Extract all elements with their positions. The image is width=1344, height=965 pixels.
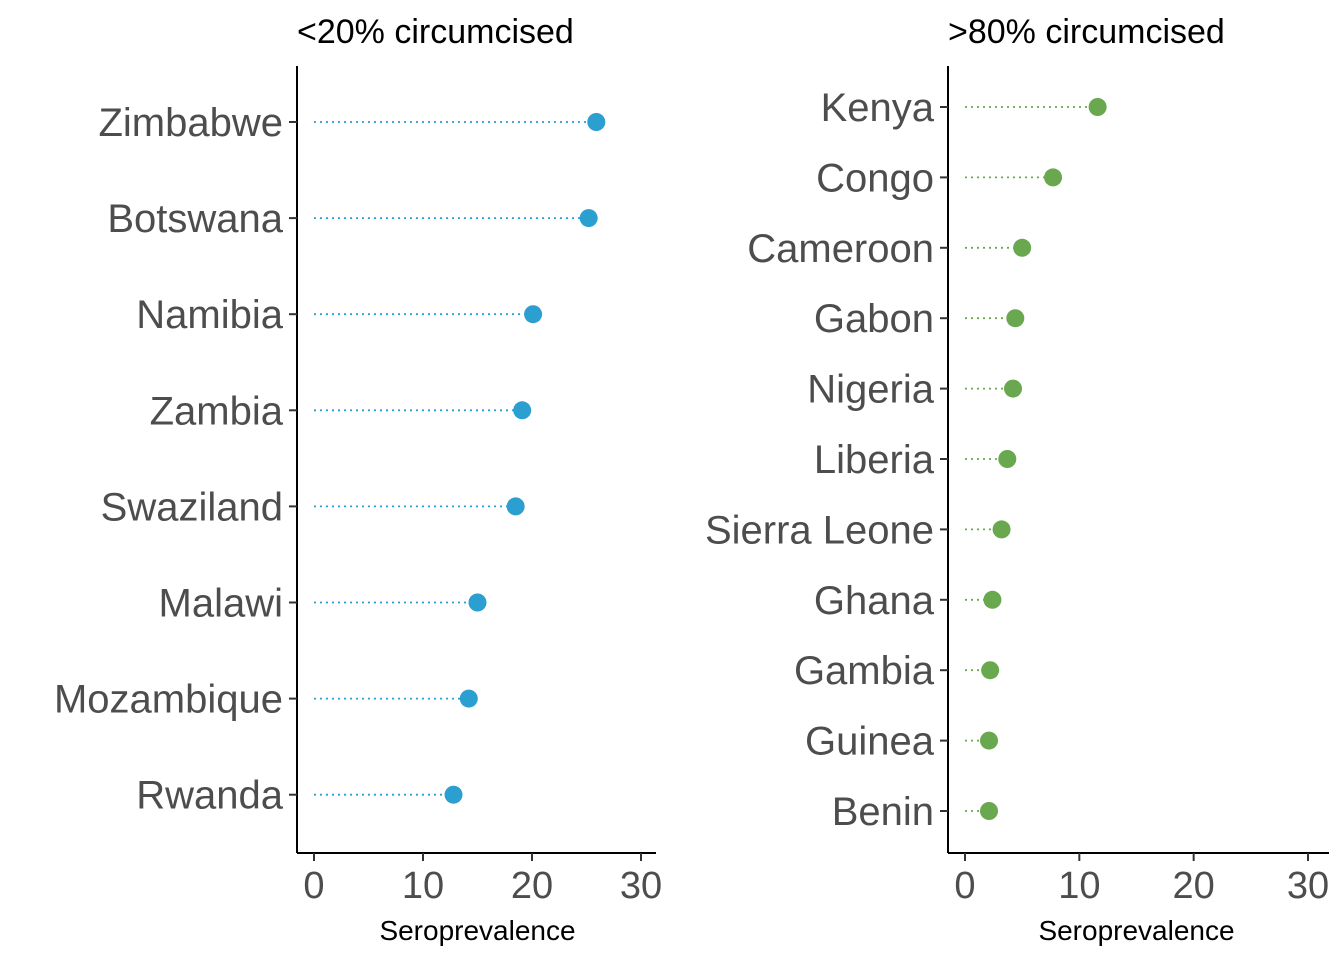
data-point — [998, 450, 1017, 468]
x-tick-label: 20 — [1173, 865, 1215, 907]
chart-title: <20% circumcised — [297, 13, 574, 51]
category-label: Malawi — [159, 582, 283, 626]
x-tick-label: 0 — [303, 865, 324, 907]
x-tick-label: 10 — [1058, 865, 1100, 907]
data-point — [524, 305, 543, 324]
data-point — [513, 401, 532, 420]
data-point — [459, 689, 478, 708]
category-label: Nigeria — [807, 368, 934, 412]
chart-panel-2: >80% circumcised 0 10 20 30 Seroprevalence Ken… — [705, 13, 1329, 946]
category-label: Zambia — [150, 389, 284, 433]
category-label: Gambia — [794, 649, 935, 693]
category-label: Namibia — [136, 293, 283, 337]
data-point — [1006, 309, 1025, 328]
category-label: Ghana — [814, 579, 935, 623]
chart-title: >80% circumcised — [948, 13, 1225, 51]
x-axis-title: Seroprevalence — [1038, 915, 1234, 946]
data-point — [1088, 98, 1107, 116]
data-point — [980, 802, 999, 820]
data-point — [1044, 168, 1063, 187]
x-tick-label: 30 — [1287, 865, 1329, 907]
category-label: Sierra Leone — [705, 508, 934, 552]
category-label: Liberia — [814, 438, 935, 482]
category-label: Kenya — [821, 86, 935, 130]
category-label: Benin — [832, 790, 934, 834]
x-tick-label: 0 — [954, 865, 975, 907]
data-point — [579, 209, 598, 228]
data-point — [1013, 238, 1032, 257]
data-point — [506, 497, 525, 516]
chart-panel-1: <20% circumcised 0 10 20 30 Seroprevalence Zim… — [54, 13, 662, 946]
x-tick-label: 30 — [620, 865, 662, 907]
category-label: Mozambique — [54, 678, 283, 722]
category-label: Cameroon — [747, 227, 934, 271]
data-point — [983, 590, 1002, 609]
category-label: Congo — [816, 156, 934, 200]
category-label: Guinea — [805, 720, 935, 764]
data-point — [981, 661, 1000, 680]
data-point — [444, 785, 463, 804]
category-label: Swaziland — [101, 485, 283, 529]
data-point — [980, 731, 999, 750]
x-tick-label: 10 — [402, 865, 444, 907]
category-label: Zimbabwe — [98, 101, 283, 145]
category-label: Rwanda — [136, 774, 284, 818]
category-label: Gabon — [814, 297, 934, 341]
data-point — [992, 520, 1011, 539]
x-tick-label: 20 — [511, 865, 553, 907]
x-axis-title: Seroprevalence — [379, 915, 575, 946]
data-point — [1004, 379, 1023, 398]
data-point — [468, 593, 487, 612]
data-point — [587, 113, 606, 131]
category-label: Botswana — [107, 197, 283, 241]
